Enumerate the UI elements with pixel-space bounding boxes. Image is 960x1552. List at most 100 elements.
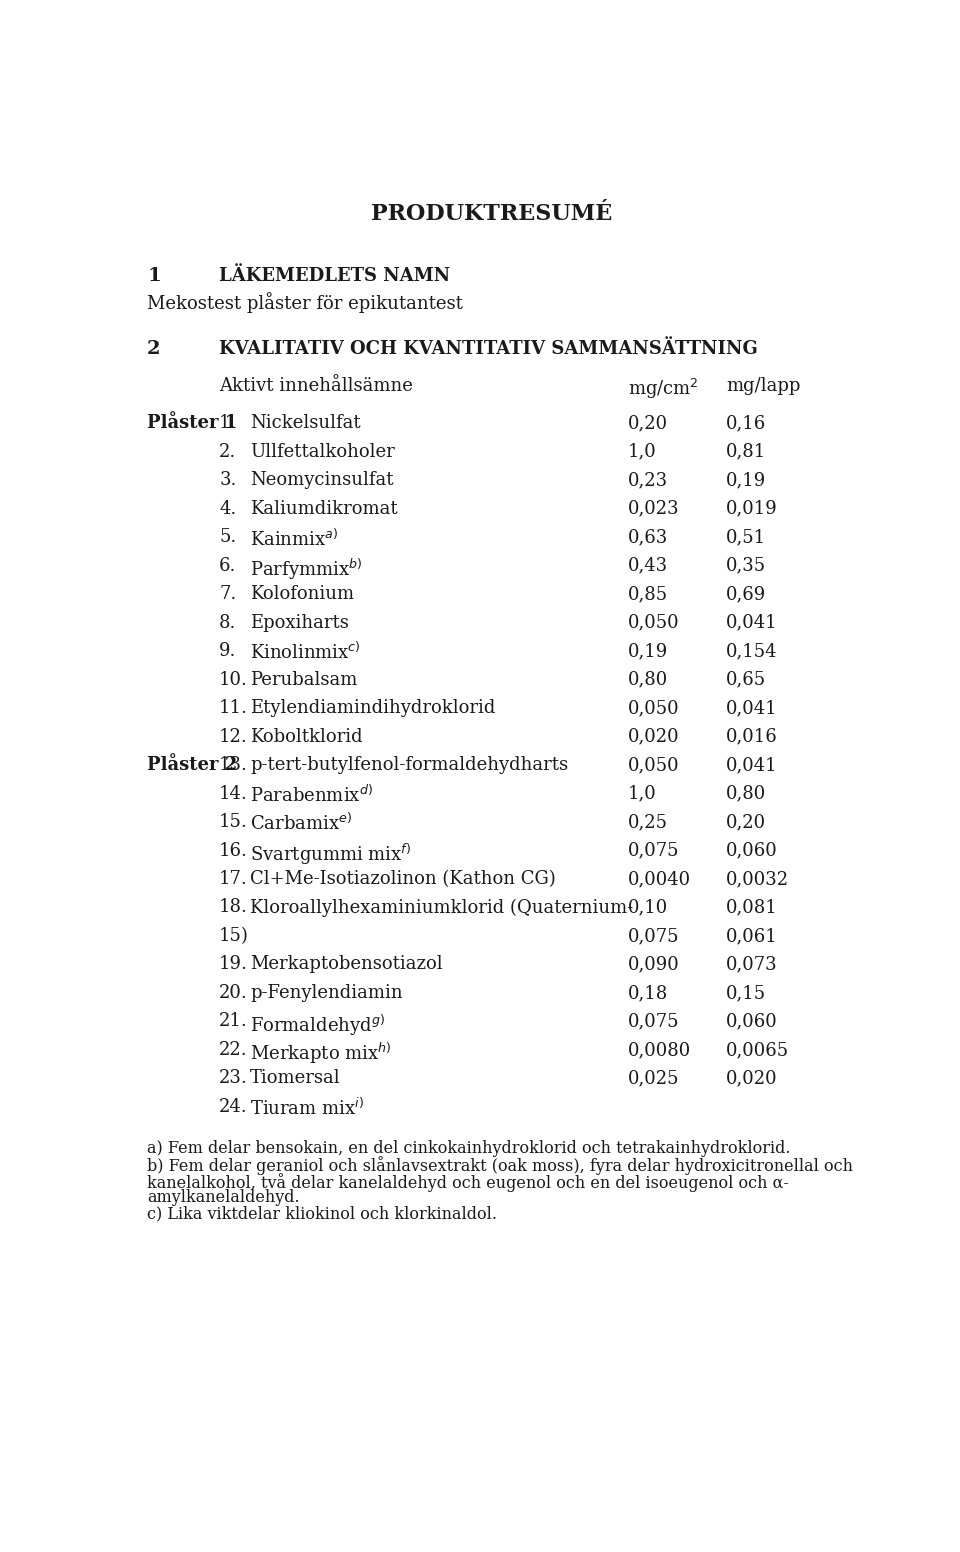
Text: LÄKEMEDLETS NAMN: LÄKEMEDLETS NAMN [219,267,450,286]
Text: 2: 2 [147,340,160,359]
Text: Koboltklorid: Koboltklorid [251,728,363,745]
Text: Ullfettalkoholer: Ullfettalkoholer [251,442,395,461]
Text: Kaliumdikromat: Kaliumdikromat [251,500,397,518]
Text: 15): 15) [219,927,249,945]
Text: 1,0: 1,0 [628,784,657,802]
Text: 6.: 6. [219,557,236,574]
Text: Kloroallylhexaminiumklorid (Quaternium-: Kloroallylhexaminiumklorid (Quaternium- [251,899,634,917]
Text: 0,15: 0,15 [726,984,766,1003]
Text: 0,041: 0,041 [726,613,778,632]
Text: 12.: 12. [219,728,248,745]
Text: 0,154: 0,154 [726,643,778,660]
Text: c) Lika viktdelar kliokinol och klorkinaldol.: c) Lika viktdelar kliokinol och klorkina… [147,1204,497,1221]
Text: 0,081: 0,081 [726,899,778,917]
Text: Parabenmix$^{d)}$: Parabenmix$^{d)}$ [251,784,373,805]
Text: 0,061: 0,061 [726,927,778,945]
Text: 0,35: 0,35 [726,557,766,574]
Text: 0,19: 0,19 [628,643,668,660]
Text: 1,0: 1,0 [628,442,657,461]
Text: Cl+Me-Isotiazolinon (Kathon CG): Cl+Me-Isotiazolinon (Kathon CG) [251,871,556,888]
Text: 0,041: 0,041 [726,756,778,774]
Text: Etylendiamindihydroklorid: Etylendiamindihydroklorid [251,698,495,717]
Text: 0,69: 0,69 [726,585,766,604]
Text: 21.: 21. [219,1012,248,1031]
Text: 0,020: 0,020 [628,728,680,745]
Text: 0,20: 0,20 [726,813,766,830]
Text: Plåster 2: Plåster 2 [147,756,237,774]
Text: Merkapto mix$^{h)}$: Merkapto mix$^{h)}$ [251,1041,392,1066]
Text: 0,19: 0,19 [726,472,766,489]
Text: 0,25: 0,25 [628,813,667,830]
Text: 0,0032: 0,0032 [726,871,789,888]
Text: 0,023: 0,023 [628,500,680,518]
Text: 0,050: 0,050 [628,698,680,717]
Text: 23.: 23. [219,1069,248,1088]
Text: Epoxiharts: Epoxiharts [251,613,349,632]
Text: 0,63: 0,63 [628,528,668,546]
Text: 4.: 4. [219,500,236,518]
Text: 16.: 16. [219,841,248,860]
Text: Formaldehyd$^{g)}$: Formaldehyd$^{g)}$ [251,1012,385,1038]
Text: 0,0080: 0,0080 [628,1041,691,1058]
Text: 0,23: 0,23 [628,472,668,489]
Text: Parfymmix$^{b)}$: Parfymmix$^{b)}$ [251,557,363,582]
Text: mg/cm$^{2}$: mg/cm$^{2}$ [628,377,698,402]
Text: 5.: 5. [219,528,236,546]
Text: 0,80: 0,80 [726,784,766,802]
Text: 0,019: 0,019 [726,500,778,518]
Text: 0,060: 0,060 [726,841,778,860]
Text: 2.: 2. [219,442,236,461]
Text: 0,020: 0,020 [726,1069,778,1088]
Text: 0,050: 0,050 [628,613,680,632]
Text: amylkanelaldehyd.: amylkanelaldehyd. [147,1189,300,1206]
Text: 0,016: 0,016 [726,728,778,745]
Text: Carbamix$^{e)}$: Carbamix$^{e)}$ [251,813,352,835]
Text: 0,0065: 0,0065 [726,1041,789,1058]
Text: 0,16: 0,16 [726,414,766,431]
Text: KVALITATIV OCH KVANTITATIV SAMMANSÄTTNING: KVALITATIV OCH KVANTITATIV SAMMANSÄTTNIN… [219,340,758,359]
Text: 0,075: 0,075 [628,1012,679,1031]
Text: 0,060: 0,060 [726,1012,778,1031]
Text: 10.: 10. [219,670,248,689]
Text: 11.: 11. [219,698,248,717]
Text: Plåster 1: Plåster 1 [147,414,237,431]
Text: Svartgummi mix$^{f)}$: Svartgummi mix$^{f)}$ [251,841,412,866]
Text: 0,81: 0,81 [726,442,766,461]
Text: 15.: 15. [219,813,248,830]
Text: 0,85: 0,85 [628,585,668,604]
Text: 18.: 18. [219,899,248,917]
Text: b) Fem delar geraniol och slånlavsextrakt (oak moss), fyra delar hydroxicitronel: b) Fem delar geraniol och slånlavsextrak… [147,1156,853,1175]
Text: Neomycinsulfat: Neomycinsulfat [251,472,394,489]
Text: 0,025: 0,025 [628,1069,679,1088]
Text: 0,090: 0,090 [628,956,680,973]
Text: 9.: 9. [219,643,236,660]
Text: 24.: 24. [219,1097,248,1116]
Text: Kolofonium: Kolofonium [251,585,354,604]
Text: 17.: 17. [219,871,248,888]
Text: 0,041: 0,041 [726,698,778,717]
Text: 0,10: 0,10 [628,899,668,917]
Text: 1: 1 [147,267,161,286]
Text: Perubalsam: Perubalsam [251,670,357,689]
Text: 22.: 22. [219,1041,248,1058]
Text: Tiuram mix$^{i)}$: Tiuram mix$^{i)}$ [251,1097,364,1119]
Text: 0,075: 0,075 [628,841,679,860]
Text: Kainmix$^{a)}$: Kainmix$^{a)}$ [251,528,339,549]
Text: 0,050: 0,050 [628,756,680,774]
Text: 14.: 14. [219,784,248,802]
Text: Kinolinmix$^{c)}$: Kinolinmix$^{c)}$ [251,643,361,663]
Text: Merkaptobensotiazol: Merkaptobensotiazol [251,956,443,973]
Text: 13.: 13. [219,756,248,774]
Text: mg/lapp: mg/lapp [726,377,801,396]
Text: 3.: 3. [219,472,236,489]
Text: p-Fenylendiamin: p-Fenylendiamin [251,984,403,1003]
Text: Tiomersal: Tiomersal [251,1069,341,1088]
Text: 20.: 20. [219,984,248,1003]
Text: 0,073: 0,073 [726,956,778,973]
Text: 0,65: 0,65 [726,670,766,689]
Text: Aktivt innehållsämne: Aktivt innehållsämne [219,377,413,396]
Text: 8.: 8. [219,613,236,632]
Text: 0,075: 0,075 [628,927,679,945]
Text: 0,80: 0,80 [628,670,668,689]
Text: 0,18: 0,18 [628,984,668,1003]
